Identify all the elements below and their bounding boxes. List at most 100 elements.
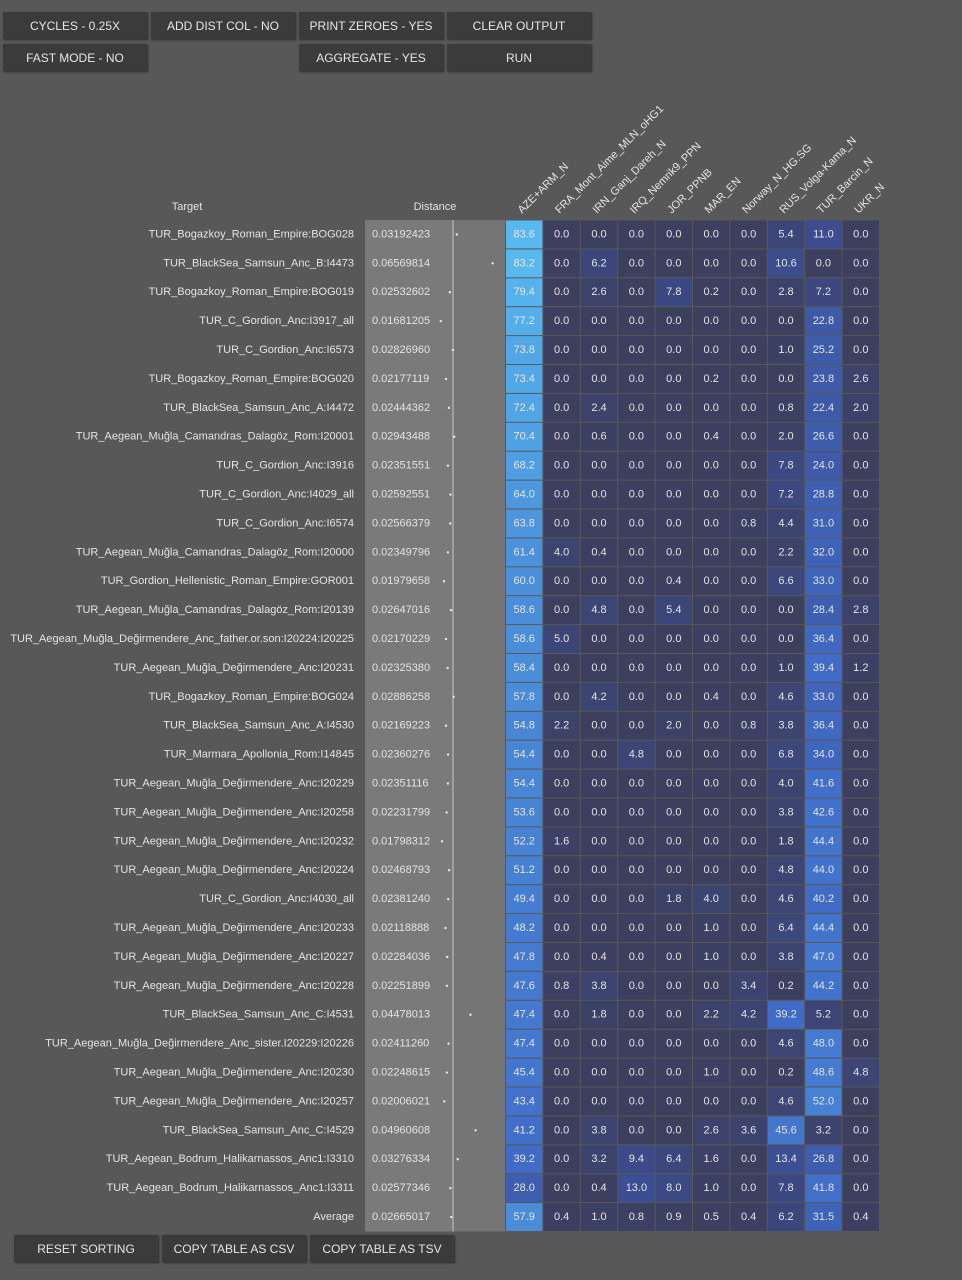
button[interactable]: FAST MODE - NO (3, 44, 147, 71)
cell-value: 0.0 (666, 1009, 681, 1021)
heat-cell (655, 769, 692, 798)
cell-value: 6.4 (666, 1153, 681, 1165)
heat-cell (655, 336, 692, 364)
header-column[interactable]: IRN_Ganj_Dareh_N (590, 138, 668, 216)
header-distance[interactable]: Distance (414, 201, 457, 213)
cell-value: 6.2 (778, 1211, 793, 1223)
heat-cell (693, 509, 730, 538)
cell-value: 0.8 (741, 517, 756, 529)
heat-cell (805, 422, 842, 451)
heat-cell (693, 740, 730, 769)
button[interactable]: RESET SORTING (14, 1235, 158, 1262)
heat-cell (805, 856, 842, 885)
cell-value: 5.4 (666, 604, 681, 616)
cell-value: 0.0 (554, 1124, 569, 1136)
distance-value: 0.02468793 (372, 864, 430, 876)
heat-cell (730, 711, 767, 740)
button[interactable]: COPY TABLE AS TSV (310, 1235, 454, 1262)
cell-value: 4.4 (778, 517, 793, 529)
cell-value: 0.4 (591, 1182, 606, 1194)
header-column[interactable]: UKR_N (852, 181, 887, 216)
cell-value: 0.0 (741, 344, 756, 356)
cell-value: 0.0 (853, 1182, 868, 1194)
heat-cell (730, 1145, 767, 1174)
cell-value: 73.4 (513, 373, 534, 385)
button[interactable]: ADD DIST COL - NO (151, 12, 295, 39)
button[interactable]: RUN (447, 44, 591, 71)
cell-value: 4.2 (591, 691, 606, 703)
heat-cell (767, 885, 805, 914)
heat-cell (618, 336, 655, 364)
distance-value: 0.04960608 (372, 1124, 430, 1136)
target-label: TUR_C_Gordion_Anc:I3916 (216, 460, 354, 472)
heat-cell (693, 1174, 730, 1203)
distance-value: 0.02943488 (372, 431, 430, 443)
heat-cell (655, 538, 692, 567)
cell-value: 0.0 (629, 777, 644, 789)
heat-cell (580, 1087, 618, 1116)
cell-value: 7.2 (778, 488, 793, 500)
heat-cell (543, 798, 580, 827)
distance-value: 0.02251899 (372, 980, 430, 992)
cell-value: 44.4 (813, 922, 834, 934)
cell-value: 0.0 (741, 257, 756, 269)
heat-cell (543, 567, 580, 596)
heat-cell (842, 1058, 879, 1087)
cell-value: 3.8 (591, 980, 606, 992)
target-label: TUR_Aegean_Muğla_Değirmendere_Anc:I20233 (114, 922, 354, 934)
heat-cell (618, 1029, 655, 1058)
heat-cell (506, 769, 543, 798)
cell-value: 0.0 (591, 1066, 606, 1078)
cell-value: 60.0 (513, 575, 534, 587)
heat-cell (618, 249, 655, 278)
cell-value: 0.0 (629, 691, 644, 703)
distance-dot (439, 319, 443, 323)
heat-cell (805, 682, 842, 711)
cell-value: 1.0 (591, 1211, 606, 1223)
button[interactable]: PRINT ZEROES - YES (299, 12, 443, 39)
cell-value: 0.0 (591, 893, 606, 905)
heat-cell (618, 451, 655, 480)
cell-value: 7.8 (778, 460, 793, 472)
cell-value: 0.0 (741, 1066, 756, 1078)
heat-cell (693, 393, 730, 422)
distance-dot (447, 1042, 450, 1045)
cell-value: 48.0 (813, 1038, 834, 1050)
header-target[interactable]: Target (172, 201, 203, 213)
cell-value: 0.0 (741, 864, 756, 876)
button[interactable]: AGGREGATE - YES (299, 44, 443, 71)
heat-cell (543, 769, 580, 798)
heat-cell (543, 943, 580, 971)
heat-cell (655, 1174, 692, 1203)
button[interactable]: CYCLES - 0.25X (3, 12, 147, 39)
target-label: TUR_Aegean_Muğla_Camandras_Dalagöz_Rom:I… (76, 604, 354, 616)
cell-value: 0.0 (629, 228, 644, 240)
cell-value: 0.0 (554, 893, 569, 905)
cell-value: 0.0 (591, 749, 606, 761)
heat-cell (543, 1174, 580, 1203)
heat-cell (655, 509, 692, 538)
heat-cell (543, 1145, 580, 1174)
button[interactable]: COPY TABLE AS CSV (162, 1235, 306, 1262)
target-label: TUR_C_Gordion_Anc:I3917_all (199, 315, 354, 327)
cell-value: 13.4 (775, 1153, 796, 1165)
cell-value: 0.0 (741, 691, 756, 703)
header-column[interactable]: MAR_EN (703, 175, 744, 216)
heat-cell (580, 798, 618, 827)
cell-value: 0.0 (591, 517, 606, 529)
header-column[interactable]: Norway_N_HG.SG (740, 142, 814, 216)
button[interactable]: CLEAR OUTPUT (447, 12, 591, 39)
heat-cell (805, 827, 842, 856)
cell-value: 4.6 (778, 1095, 793, 1107)
heat-cell (842, 480, 879, 509)
cell-value: 6.8 (778, 749, 793, 761)
cell-value: 31.0 (813, 517, 834, 529)
cell-value: 0.0 (666, 662, 681, 674)
cell-value: 0.0 (591, 806, 606, 818)
cell-value: 0.0 (666, 431, 681, 443)
heat-cell (767, 625, 805, 653)
cell-value: 0.5 (704, 1211, 719, 1223)
header-column[interactable]: IRQ_Nemrik9_PPN (628, 140, 704, 216)
heat-cell (506, 914, 543, 942)
target-label: TUR_BlackSea_Samsun_Anc_B:I4473 (163, 257, 354, 269)
